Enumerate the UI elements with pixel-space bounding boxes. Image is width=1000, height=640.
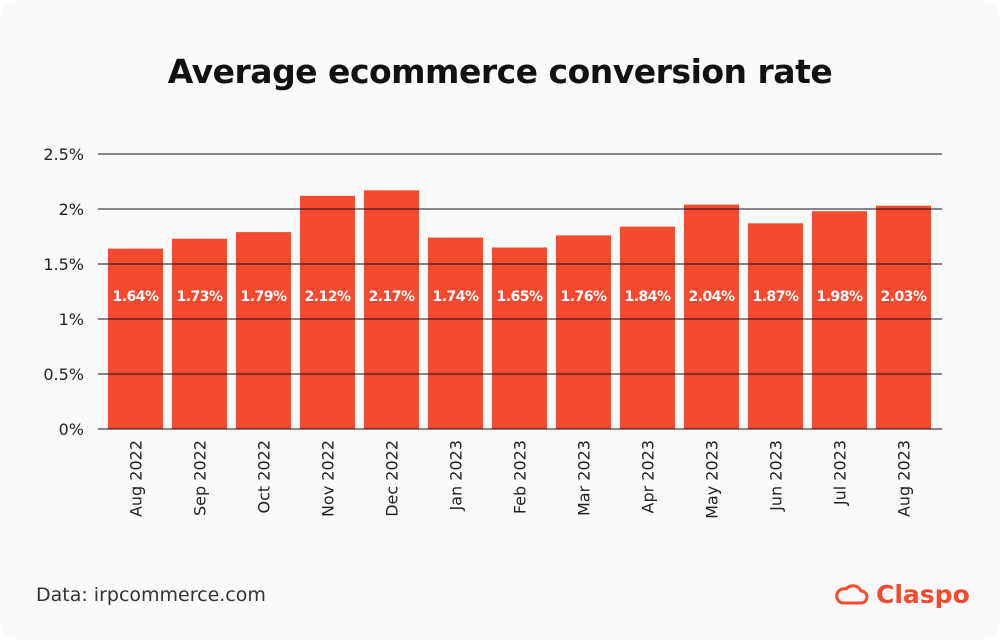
data-label: 1.98% [816,289,863,305]
x-tick-label: Feb 2023 [511,440,530,514]
data-label: 1.65% [496,289,543,305]
bar [620,226,675,429]
cloud-icon [835,583,869,604]
bar [876,205,931,429]
data-label: 2.12% [304,289,351,305]
data-label: 1.64% [112,289,159,305]
x-tick-label: Nov 2022 [319,440,338,517]
y-tick-label: 0.5% [43,365,84,384]
data-label: 1.76% [560,289,607,305]
bar [492,247,547,429]
x-tick-label: Dec 2022 [383,440,402,517]
brand-name: Claspo [876,580,970,609]
bar [236,232,291,429]
x-tick-label: Jul 2023 [831,440,850,506]
data-label: 1.73% [176,289,223,305]
x-tick-label: Jan 2023 [447,440,466,511]
x-tick-label: Apr 2023 [639,440,658,513]
bar [748,223,803,429]
y-tick-label: 2% [59,200,84,219]
x-tick-label: Jun 2023 [767,440,786,512]
chart-title: Average ecommerce conversion rate [167,52,833,91]
data-label: 2.04% [688,289,735,305]
data-label: 2.03% [880,289,927,305]
data-label: 1.87% [752,289,799,305]
y-tick-label: 1.5% [43,255,84,274]
bar [556,235,611,429]
data-label: 1.79% [240,289,287,305]
bar [108,248,163,429]
bar [812,211,867,429]
bar [428,237,483,429]
x-tick-label: Oct 2022 [255,440,274,513]
x-tick-label: May 2023 [703,440,722,519]
y-tick-label: 0% [59,420,84,439]
data-label: 1.84% [624,289,671,305]
bar [684,204,739,429]
x-tick-label: Aug 2022 [127,440,146,517]
data-label: 1.74% [432,289,479,305]
bar [300,195,355,429]
x-tick-label: Sep 2022 [191,440,210,516]
bar [364,190,419,429]
y-tick-label: 2.5% [43,145,84,164]
y-tick-label: 1% [59,310,84,329]
claspo-logo: Claspo [834,580,970,609]
data-label: 2.17% [368,289,415,305]
bar [172,238,227,429]
x-tick-label: Aug 2023 [895,440,914,517]
x-tick-label: Mar 2023 [575,440,594,516]
data-source: Data: irpcommerce.com [36,584,266,606]
